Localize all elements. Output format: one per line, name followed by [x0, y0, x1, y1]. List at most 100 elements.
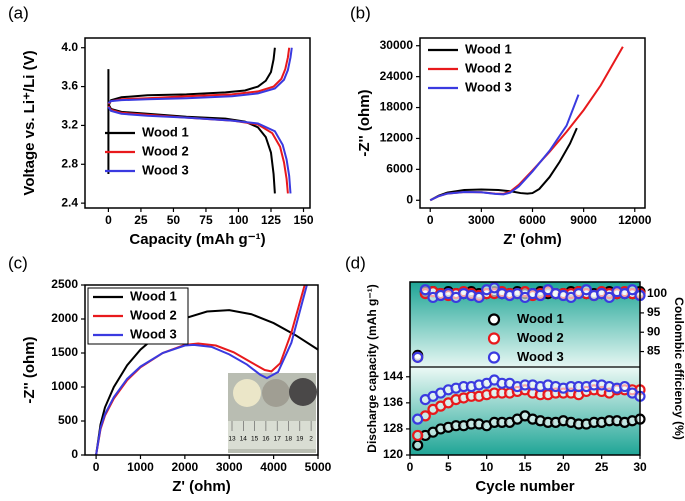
y-tick-label: 2.4: [61, 195, 78, 209]
ruler-label: 14: [240, 436, 248, 443]
x-tick-label: 125: [261, 213, 281, 227]
plot-frame: [419, 37, 646, 209]
y-tick-label: 144: [383, 369, 403, 383]
panel-label: (c): [8, 253, 28, 272]
x-tick-label: 6000: [519, 213, 546, 227]
series-line: [95, 284, 308, 456]
legend-label: Wood 1: [517, 311, 564, 326]
y-tick-label: 18000: [380, 100, 414, 114]
x-tick-label: 12000: [618, 213, 652, 227]
y-tick-label: 3.2: [61, 118, 78, 132]
x-tick-label: 5: [445, 460, 452, 474]
x-axis-label: Z' (ohm): [503, 231, 562, 248]
ruler-label: 15: [251, 436, 259, 443]
series-line: [429, 94, 580, 202]
x-tick-label: 20: [557, 460, 571, 474]
y-axis-label: -Z'' (ohm): [21, 336, 38, 403]
x-axis-label: Z' (ohm): [172, 478, 231, 495]
series-line: [107, 47, 293, 194]
plot-frame: [409, 281, 641, 456]
legend-label: Wood 3: [130, 326, 177, 341]
x-tick-label: 3000: [468, 213, 495, 227]
y-tick-label: 136: [383, 395, 403, 409]
y2-axis-label: Coulombic efficiency (%): [672, 297, 685, 440]
legend-label: Wood 3: [465, 79, 512, 94]
x-tick-label: 0: [93, 460, 100, 474]
inset-disc: [233, 379, 261, 407]
ruler-label: 18: [285, 436, 293, 443]
legend-label: Wood 2: [142, 143, 189, 158]
y2-tick-label: 100: [647, 286, 667, 300]
x-tick-label: 25: [595, 460, 609, 474]
data-point: [412, 439, 424, 451]
x-tick-label: 100: [228, 213, 248, 227]
y-axis-label: -Z'' (ohm): [356, 89, 373, 156]
ruler-label: 13: [228, 436, 236, 443]
data-point: [603, 291, 615, 304]
legend-label: Wood 1: [130, 288, 177, 303]
x-tick-label: 30: [633, 460, 647, 474]
legend-swatch: [487, 313, 501, 326]
y-axis-label: Discharge capacity (mAh g⁻¹): [365, 284, 379, 452]
data-point: [534, 289, 546, 302]
data-point: [488, 282, 500, 294]
panel-label: (d): [345, 253, 366, 272]
x-tick-label: 0: [105, 213, 112, 227]
y-tick-label: 1500: [51, 345, 78, 359]
y-tick-label: 2.8: [61, 156, 78, 170]
y2-tick-label: 95: [647, 305, 661, 319]
data-point: [412, 413, 424, 425]
series-line: [107, 47, 291, 194]
x-tick-label: 150: [293, 213, 313, 227]
x-tick-label: 25: [134, 213, 148, 227]
y-tick-label: 120: [383, 447, 403, 461]
y-tick-label: 12000: [380, 131, 414, 145]
y-tick-label: 0: [406, 192, 413, 206]
x-tick-label: 1000: [127, 460, 154, 474]
data-point: [619, 380, 631, 393]
legend-label: Wood 2: [517, 330, 564, 345]
y-tick-label: 24000: [380, 69, 414, 83]
data-point: [626, 284, 638, 296]
x-tick-label: 4000: [260, 460, 287, 474]
y-tick-label: 1000: [51, 379, 78, 393]
y-tick-label: 128: [383, 421, 403, 435]
legend-label: Wood 2: [465, 60, 512, 75]
y-tick-label: 30000: [380, 38, 414, 52]
y-tick-label: 3.6: [61, 79, 78, 93]
x-tick-label: 10: [480, 460, 494, 474]
inset-ruler: [228, 421, 316, 449]
data-point: [473, 291, 485, 304]
panel-label: (b): [350, 3, 371, 22]
data-point: [580, 284, 592, 296]
ruler-label: 16: [262, 436, 270, 443]
x-tick-label: 9000: [570, 213, 597, 227]
data-point: [419, 284, 431, 296]
legend-label: Wood 3: [517, 349, 564, 364]
ruler-label: 2: [309, 436, 313, 443]
y2-tick-label: 85: [647, 344, 661, 358]
y-tick-label: 2500: [51, 277, 78, 291]
x-tick-label: 75: [199, 213, 213, 227]
x-tick-label: 2000: [172, 460, 199, 474]
legend-label: Wood 1: [465, 41, 512, 56]
data-point: [412, 351, 424, 363]
y-tick-label: 4.0: [61, 40, 78, 54]
y2-tick-label: 90: [647, 324, 661, 338]
legend-swatch: [487, 351, 501, 364]
ruler-label: 17: [274, 436, 282, 443]
inset-disc: [262, 379, 290, 407]
series-line: [429, 127, 578, 202]
y-tick-label: 2000: [51, 311, 78, 325]
ruler-label: 19: [296, 436, 304, 443]
plot-frame: [84, 284, 319, 456]
y-tick-label: 6000: [386, 162, 413, 176]
plot-frame: [84, 37, 311, 209]
x-tick-label: 5000: [305, 460, 332, 474]
y-axis-label: Voltage vs. Li⁺/Li (V): [21, 50, 38, 195]
x-tick-label: 50: [167, 213, 181, 227]
x-tick-label: 0: [407, 460, 414, 474]
legend-swatch: [487, 332, 501, 345]
y-tick-label: 500: [58, 413, 78, 427]
